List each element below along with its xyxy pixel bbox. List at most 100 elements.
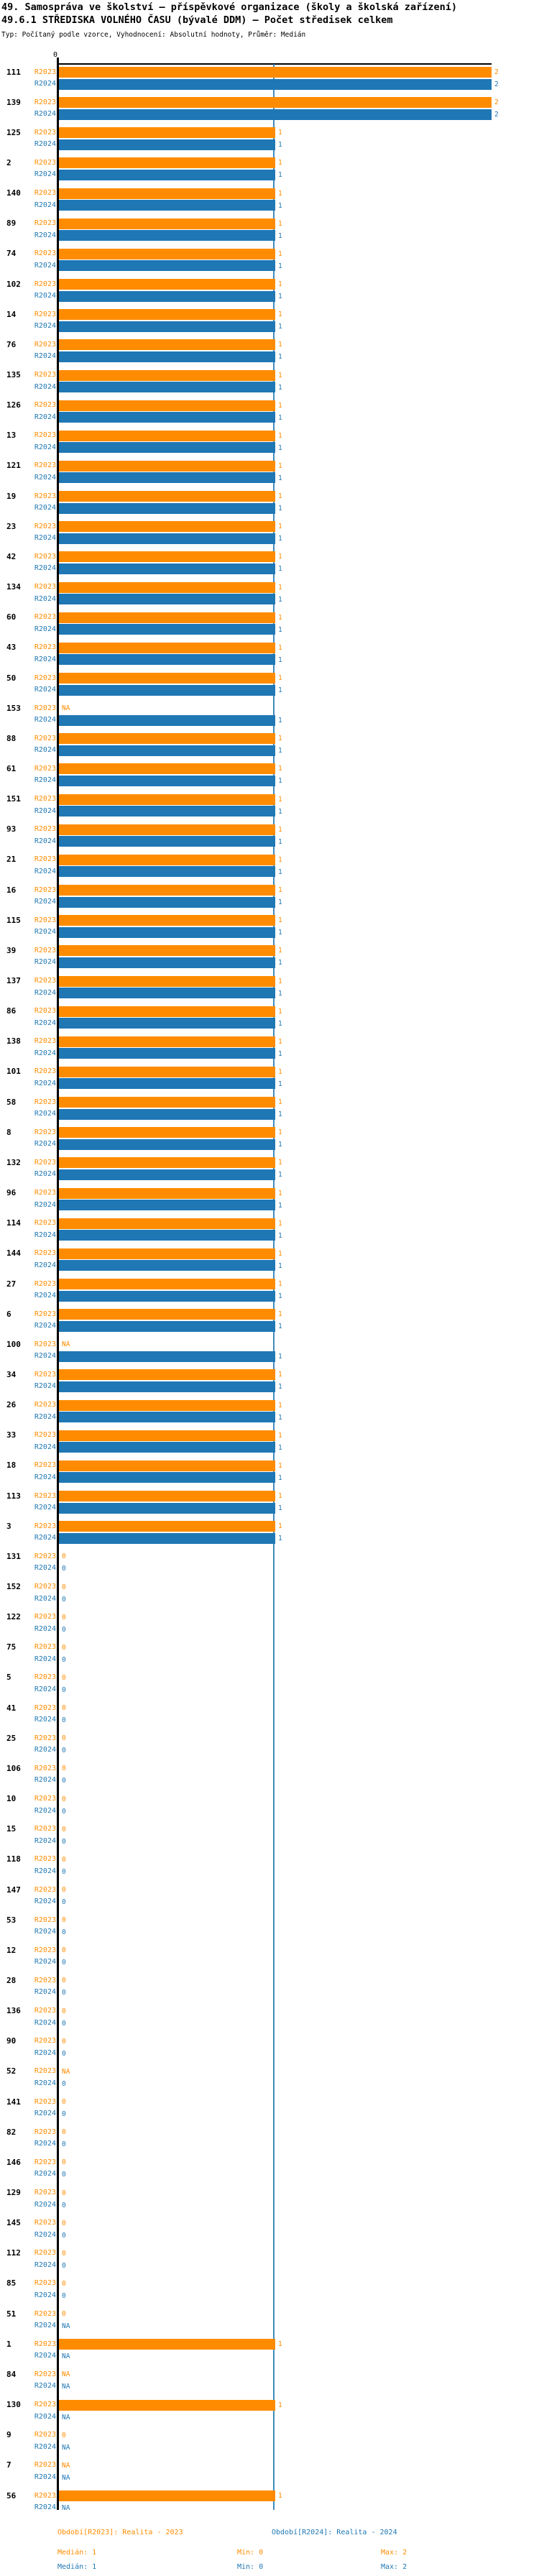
bar-r2024	[59, 714, 275, 726]
series-label-r2024: R2024	[34, 1079, 56, 1087]
series-label-r2024: R2024	[34, 382, 56, 391]
chart-row: 111 R2023 R2024 2 2	[0, 67, 539, 91]
series-label-r2023: R2023	[34, 2340, 56, 2348]
legend-r2024-median: Medián: 1	[57, 2563, 97, 2571]
value-label-r2023: 0	[62, 1552, 66, 1561]
series-label-r2023: R2023	[34, 583, 56, 592]
row-id-label: 5	[6, 1673, 11, 1683]
value-label-r2024: 0	[62, 1625, 66, 1634]
value-label-r2024: 1	[278, 1201, 282, 1210]
row-id-label: 7	[6, 2460, 11, 2470]
series-label-r2024: R2024	[34, 958, 56, 967]
value-label-r2024: 1	[278, 989, 282, 998]
series-label-r2023: R2023	[34, 2279, 56, 2288]
bar-r2023	[59, 915, 275, 926]
bar-r2024	[59, 1200, 275, 1211]
row-id-label: 121	[6, 461, 21, 471]
series-label-r2023: R2023	[34, 1431, 56, 1440]
series-label-r2024: R2024	[34, 201, 56, 209]
chart-row: 2 R2023 R2024 1 1	[0, 157, 539, 181]
value-label-r2023: 0	[62, 2158, 66, 2167]
chart-row: 58 R2023 R2024 1 1	[0, 1097, 539, 1121]
row-id-label: 53	[6, 1915, 17, 1925]
chart-row: 26 R2023 R2024 1 1	[0, 1399, 539, 1423]
chart-row: 3 R2023 R2024 1 1	[0, 1521, 539, 1545]
row-id-label: 122	[6, 1612, 21, 1622]
chart-row: 10 R2023 R2024 0 0	[0, 1793, 539, 1817]
row-id-label: 125	[6, 127, 21, 137]
chart-row: 115 R2023 R2024 1 1	[0, 915, 539, 939]
row-id-label: 23	[6, 521, 17, 531]
row-id-label: 114	[6, 1218, 21, 1228]
value-label-r2024: 0	[62, 2049, 66, 2058]
value-label-r2024: 1	[278, 807, 282, 816]
bar-r2024	[59, 1472, 275, 1484]
value-label-r2023: 1	[278, 431, 282, 440]
value-label-r2024: 1	[278, 1171, 282, 1179]
value-label-r2024: 1	[278, 1383, 282, 1392]
chart-row: 42 R2023 R2024 1 1	[0, 551, 539, 575]
series-label-r2023: R2023	[34, 2461, 56, 2470]
value-label-r2023: 1	[278, 583, 282, 592]
value-label-r2024: 0	[62, 1867, 66, 1876]
chart-row: 12 R2023 R2024 0 0	[0, 1945, 539, 1969]
value-label-r2024: 2	[494, 111, 499, 119]
bar-r2023	[59, 97, 492, 109]
bar-r2024	[59, 230, 275, 242]
series-label-r2023: R2023	[34, 1825, 56, 1834]
value-label-r2024: 0	[62, 1716, 66, 1725]
row-id-label: 74	[6, 249, 17, 259]
series-label-r2023: R2023	[34, 1219, 56, 1228]
value-label-r2023: 0	[62, 1886, 66, 1894]
row-id-label: 106	[6, 1763, 21, 1773]
bar-r2024	[59, 1502, 275, 1514]
series-label-r2023: R2023	[34, 2158, 56, 2166]
series-label-r2023: R2023	[34, 340, 56, 349]
value-label-r2023: 1	[278, 1189, 282, 1197]
value-label-r2023: 1	[278, 1067, 282, 1076]
series-label-r2024: R2024	[34, 2260, 56, 2269]
value-label-r2023: 1	[278, 1037, 282, 1046]
row-id-label: 100	[6, 1339, 21, 1349]
series-label-r2024: R2024	[34, 746, 56, 755]
chart-row: 121 R2023 R2024 1 1	[0, 460, 539, 484]
value-label-r2024: 1	[278, 1049, 282, 1058]
value-label-r2023: NA	[62, 2370, 70, 2379]
series-label-r2023: R2023	[34, 431, 56, 440]
value-label-r2024: 1	[278, 1443, 282, 1452]
series-label-r2024: R2024	[34, 1443, 56, 1451]
series-label-r2024: R2024	[34, 1716, 56, 1724]
value-label-r2024: 1	[278, 1535, 282, 1543]
value-label-r2024: 1	[278, 474, 282, 482]
bar-r2024	[59, 1412, 275, 1423]
value-label-r2024: 0	[62, 2140, 66, 2149]
top-axis-line	[57, 63, 492, 65]
series-label-r2024: R2024	[34, 716, 56, 724]
bar-r2023	[59, 460, 275, 472]
row-id-label: 10	[6, 1794, 17, 1804]
bar-r2023	[59, 279, 275, 290]
value-label-r2024: 1	[278, 747, 282, 755]
row-id-label: 16	[6, 885, 17, 895]
row-id-label: 140	[6, 188, 21, 198]
series-label-r2023: R2023	[34, 1401, 56, 1409]
series-label-r2024: R2024	[34, 1655, 56, 1663]
series-label-r2024: R2024	[34, 1110, 56, 1118]
row-id-label: 34	[6, 1369, 17, 1379]
value-label-r2024: 2	[494, 80, 499, 88]
row-id-label: 52	[6, 2066, 17, 2076]
series-label-r2024: R2024	[34, 534, 56, 543]
value-label-r2023: 0	[62, 2007, 66, 2015]
value-label-r2023: 1	[278, 2401, 282, 2409]
bar-r2023	[59, 67, 492, 78]
chart-row: 132 R2023 R2024 1 1	[0, 1157, 539, 1181]
series-label-r2023: R2023	[34, 2189, 56, 2196]
series-label-r2024: R2024	[34, 837, 56, 845]
series-label-r2024: R2024	[34, 564, 56, 573]
chart-row: 25 R2023 R2024 0 0	[0, 1733, 539, 1757]
series-label-r2023: R2023	[34, 1128, 56, 1136]
series-label-r2023: R2023	[34, 2219, 56, 2227]
series-label-r2023: R2023	[34, 1734, 56, 1742]
bar-r2023	[59, 400, 275, 411]
value-label-r2024: 0	[62, 2201, 66, 2209]
